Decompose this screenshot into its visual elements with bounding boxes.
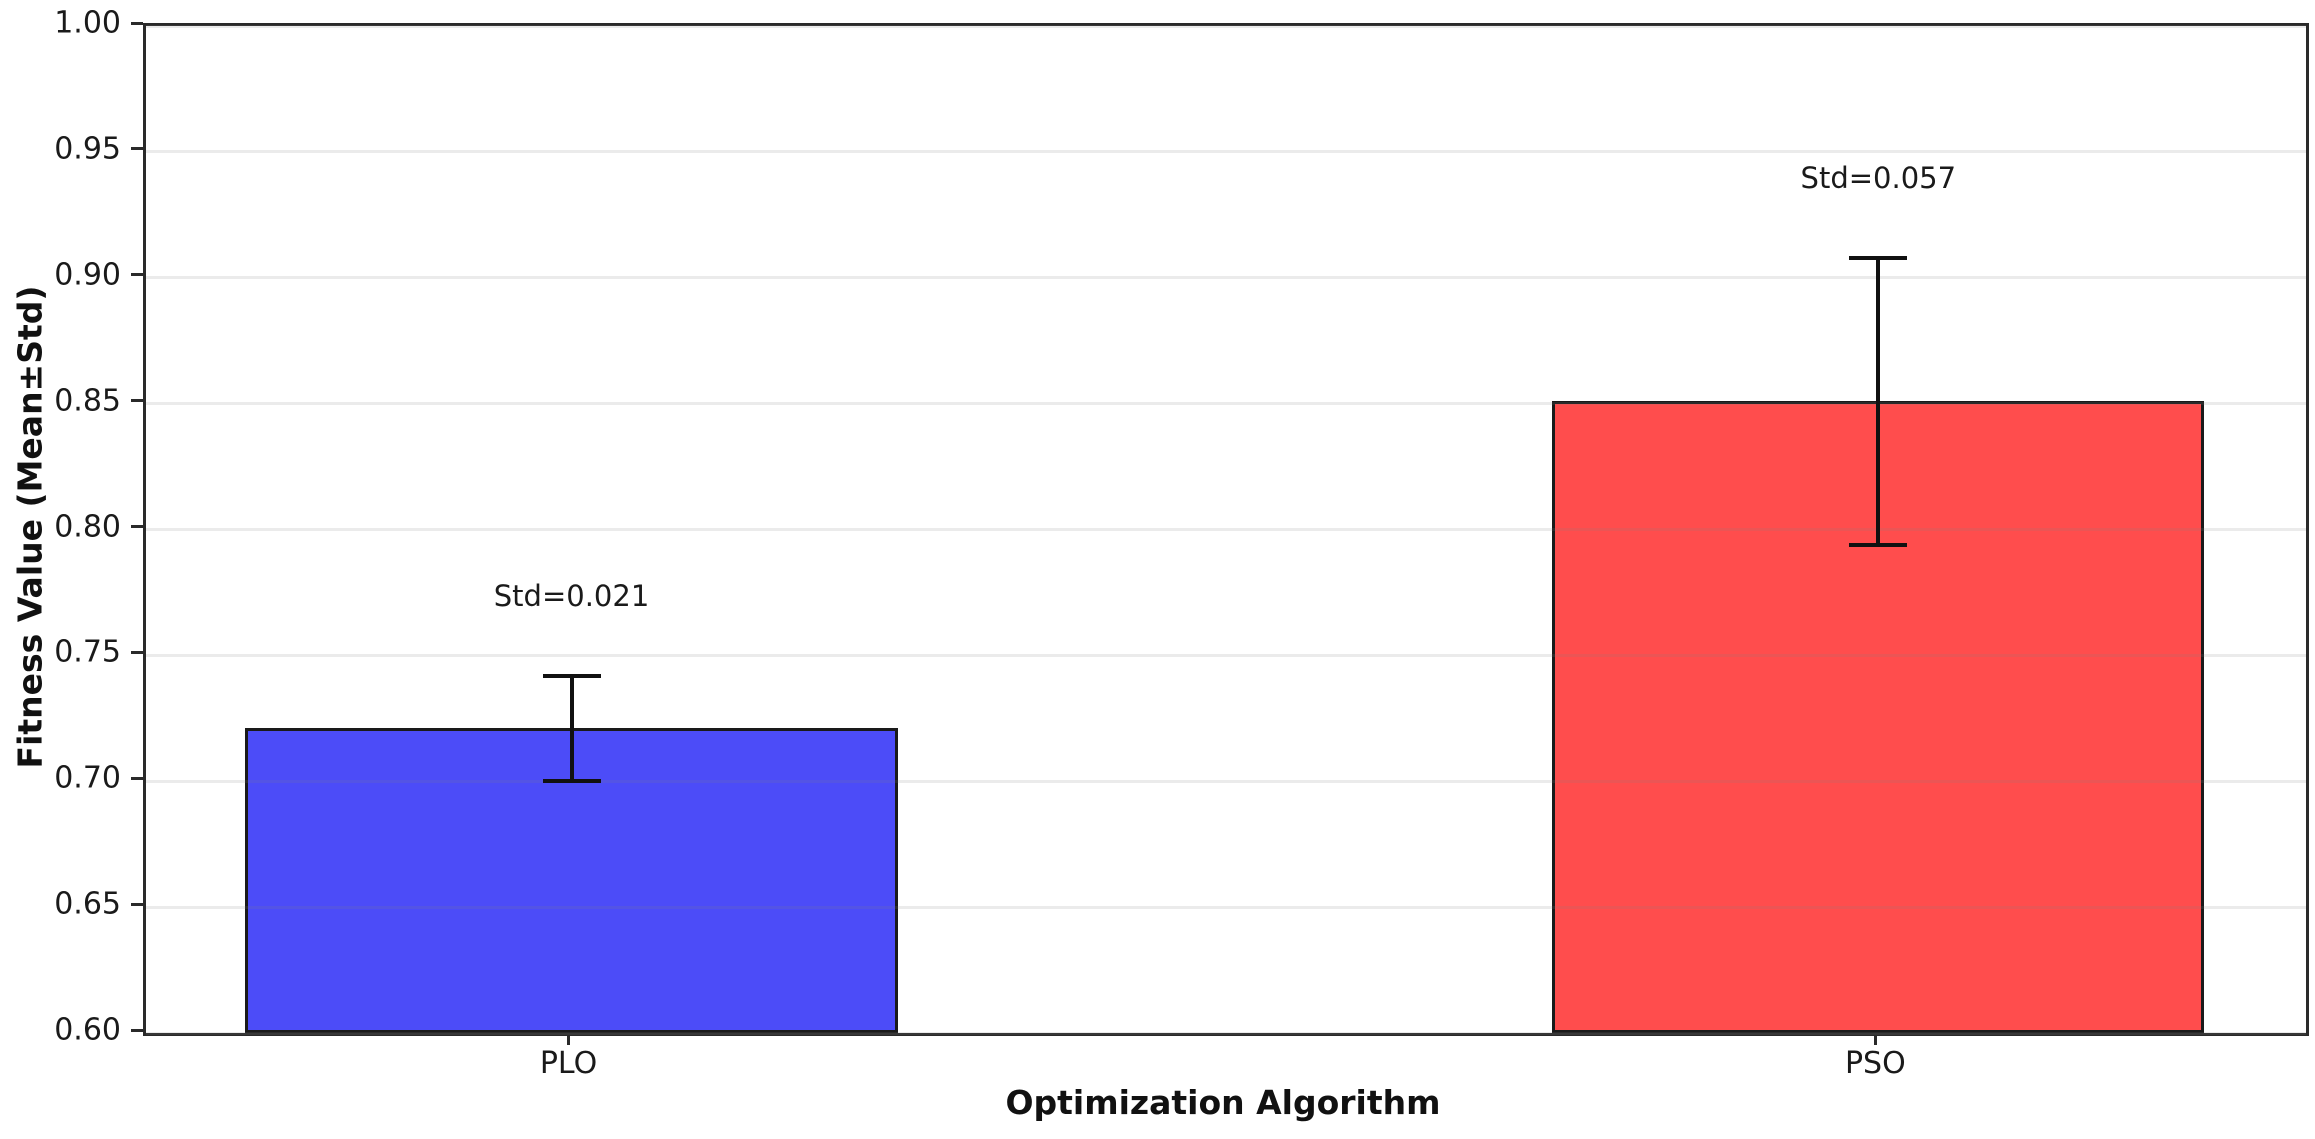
x-tick-label-pso: PSO: [1844, 1046, 1906, 1081]
error-cap-top-pso: [1849, 255, 1908, 260]
y-tick-label: 1.00: [54, 5, 121, 41]
gridline: [146, 276, 2306, 280]
error-bar-pso: [1876, 257, 1881, 545]
error-cap-bottom-pso: [1849, 542, 1908, 547]
gridline: [146, 24, 2306, 28]
y-tick-label: 0.75: [54, 634, 121, 670]
y-axis-tick: [131, 21, 143, 25]
y-axis-tick: [131, 650, 143, 654]
x-tick-label-plo: PLO: [539, 1046, 598, 1081]
plot-area: Std=0.021 Std=0.057: [143, 23, 2309, 1036]
error-bar-plo: [569, 675, 574, 782]
x-axis-tick-pso: [1873, 1033, 1877, 1045]
y-tick-label: 0.80: [54, 509, 121, 544]
y-axis-tick: [131, 1028, 143, 1032]
x-axis-tick-plo: [567, 1033, 571, 1045]
std-annotation-plo: Std=0.021: [493, 578, 650, 613]
y-axis-tick: [131, 776, 143, 780]
y-tick-label: 0.85: [54, 383, 121, 419]
y-tick-label: 0.70: [54, 760, 121, 796]
error-cap-bottom-plo: [542, 779, 601, 784]
y-tick-label: 0.60: [54, 1012, 121, 1048]
std-annotation-pso: Std=0.057: [1800, 160, 1957, 195]
x-axis-label: Optimization Algorithm: [1005, 1083, 1441, 1122]
gridline: [146, 150, 2306, 154]
y-axis-tick: [131, 525, 143, 528]
y-axis-tick: [131, 902, 143, 906]
y-axis-tick: [131, 273, 143, 277]
bar-pso: [1552, 401, 2205, 1033]
y-axis-label: Fitness Value (Mean±Std): [10, 285, 50, 769]
y-tick-label: 0.95: [54, 131, 121, 167]
y-tick-label: 0.65: [54, 886, 121, 922]
y-axis-tick: [131, 399, 143, 403]
y-tick-label: 0.90: [54, 257, 121, 293]
error-cap-top-plo: [542, 673, 601, 678]
y-axis-tick: [131, 147, 143, 151]
